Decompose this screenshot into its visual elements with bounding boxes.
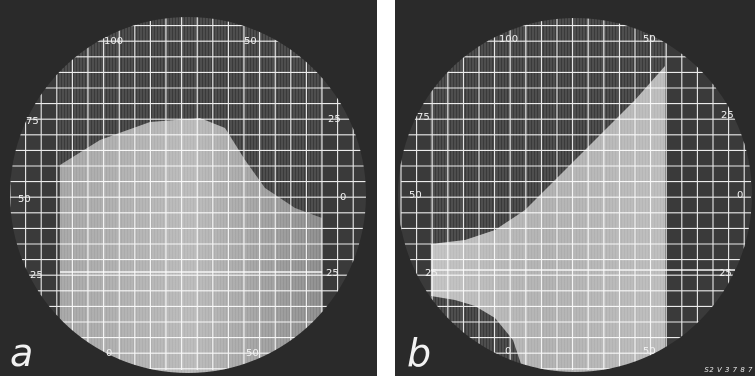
scale-label-left-lower: 25 bbox=[425, 268, 438, 279]
scale-label-right-lower: 25 bbox=[719, 268, 732, 279]
scale-label-left-middle: 50 bbox=[409, 190, 422, 201]
oscillogram-panel-b: 100 50 75 25 50 0 25 25 0 50 b S2 V 3 7 … bbox=[395, 0, 755, 376]
signal-envelope bbox=[60, 118, 322, 373]
scale-label-top-right: 50 bbox=[244, 36, 257, 47]
scale-label-left-upper: 75 bbox=[417, 112, 430, 123]
oscilloscope-screen-a: 100 50 75 25 50 0 25 25 0 50 bbox=[0, 0, 377, 376]
scale-label-bottom-left: 0 bbox=[505, 346, 511, 357]
signal-envelope bbox=[431, 66, 665, 372]
scale-label-right-lower: 25 bbox=[326, 268, 339, 279]
scale-label-left-lower: 25 bbox=[30, 270, 43, 281]
oscillogram-panel-a: 100 50 75 25 50 0 25 25 0 50 a bbox=[0, 0, 377, 376]
scale-label-right-upper: 25 bbox=[328, 114, 341, 125]
scale-label-right-middle: 0 bbox=[340, 192, 346, 203]
scale-label-top-right: 50 bbox=[643, 34, 656, 45]
scale-label-left-middle: 50 bbox=[18, 194, 31, 205]
panel-letter-b: b bbox=[407, 331, 432, 375]
scale-label-right-middle: 0 bbox=[737, 190, 743, 201]
scale-label-bottom-right: 50 bbox=[643, 346, 656, 357]
panel-letter-a: a bbox=[10, 331, 34, 375]
scale-label-top-left: 100 bbox=[104, 36, 123, 47]
plate-code: S2 V 3 7 8 7 bbox=[704, 366, 753, 374]
scale-label-right-upper: 25 bbox=[721, 110, 734, 121]
scale-label-bottom-right: 50 bbox=[246, 348, 259, 359]
oscilloscope-screen-b: 100 50 75 25 50 0 25 25 0 50 bbox=[395, 0, 755, 376]
scale-label-top-left: 100 bbox=[499, 34, 518, 45]
scale-label-bottom-left: 0 bbox=[106, 348, 112, 359]
scale-label-left-upper: 75 bbox=[26, 116, 39, 127]
